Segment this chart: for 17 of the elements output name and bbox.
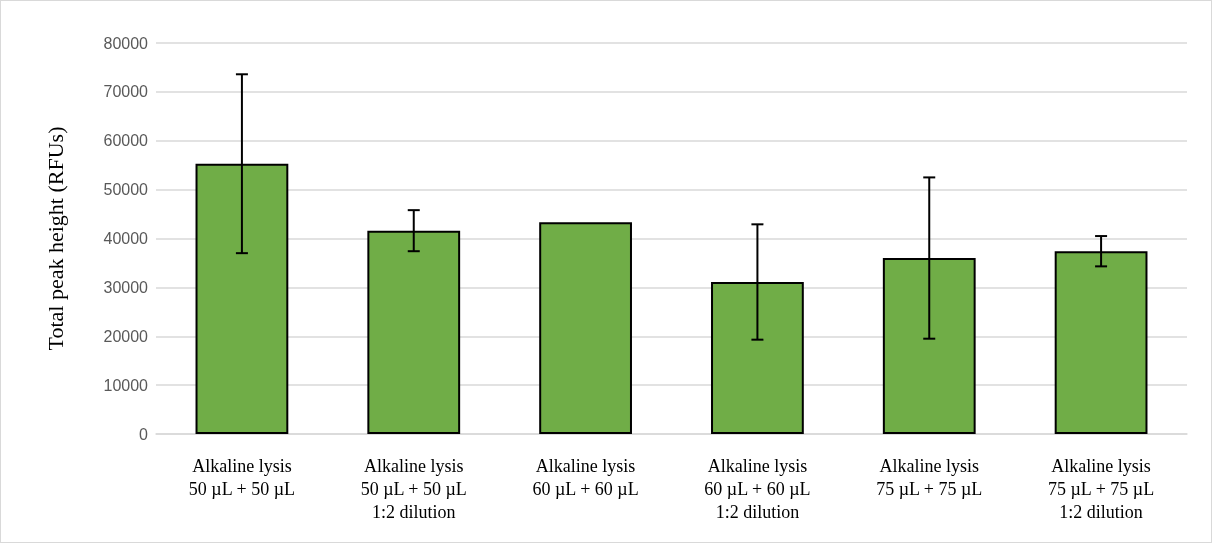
y-tick-label: 0 [139, 425, 149, 443]
x-tick-label: Alkaline lysis 50 µL + 50 µL 1:2 dilution [360, 455, 467, 522]
x-tick-label: Alkaline lysis 75 µL + 75 µL 1:2 dilution [1047, 455, 1155, 522]
y-tick-label: 50000 [103, 181, 149, 199]
x-tick-label: Alkaline lysis 75 µL + 75 µL [876, 455, 983, 499]
y-tick-label: 10000 [103, 376, 149, 394]
y-tick-label: 40000 [103, 230, 149, 247]
y-tick-label: 30000 [103, 278, 149, 296]
y-tick-label: 20000 [103, 327, 149, 345]
x-tick-label: Alkaline lysis 60 µL + 60 µL 1:2 dilution [704, 455, 811, 522]
y-tick-label: 60000 [103, 132, 149, 150]
y-tick-label: 80000 [103, 34, 149, 52]
y-axis-title: Total peak height (RFUs) [42, 126, 68, 351]
x-tick-label: Alkaline lysis 50 µL + 50 µL [188, 455, 296, 499]
y-tick-label: 70000 [103, 83, 149, 101]
x-tick-label: Alkaline lysis 60 µL + 60 µL [532, 455, 639, 499]
bar [539, 222, 632, 434]
